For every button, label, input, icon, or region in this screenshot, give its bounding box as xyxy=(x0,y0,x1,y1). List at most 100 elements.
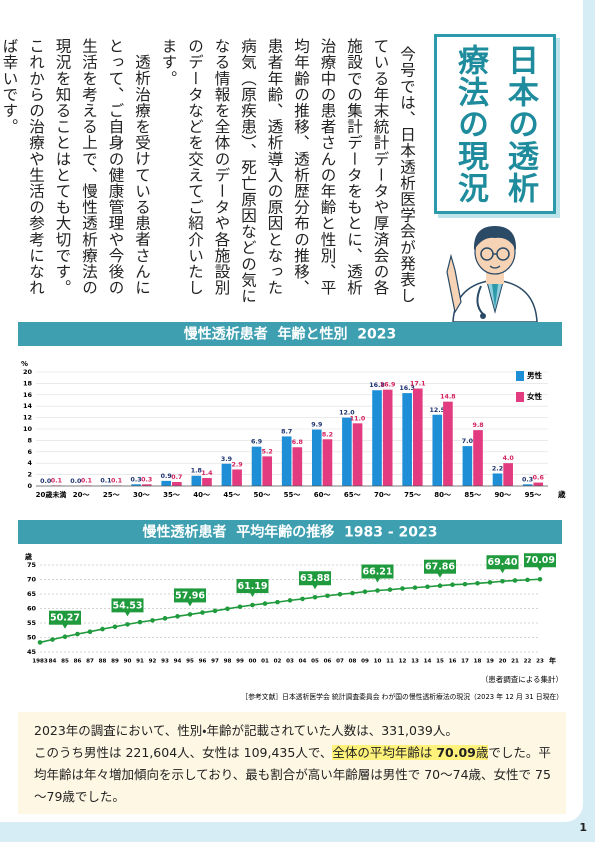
x-tick-label: 93 xyxy=(161,659,169,665)
value-label: 4.0 xyxy=(503,455,515,462)
point xyxy=(437,583,443,589)
point xyxy=(175,614,180,619)
point xyxy=(150,618,155,623)
x-tick-label: 12 xyxy=(399,659,407,665)
point xyxy=(162,616,168,621)
x-tick-label: 10 xyxy=(374,659,382,665)
point xyxy=(425,584,430,590)
value-label: 70.09 xyxy=(525,555,555,566)
value-label: 3.9 xyxy=(221,456,232,463)
value-label: 0.0 xyxy=(70,478,82,485)
y-tick-label: 10 xyxy=(23,425,33,433)
x-tick-label: 03 xyxy=(286,659,294,665)
x-tick-label: 09 xyxy=(361,659,369,665)
x-tick-label: 88 xyxy=(99,659,107,665)
bar xyxy=(462,446,473,486)
value-label: 8.2 xyxy=(322,431,333,438)
point xyxy=(237,604,243,610)
y-unit: 歳 xyxy=(25,552,32,561)
x-tick-label: 92 xyxy=(149,659,157,665)
x-tick-label: 18 xyxy=(474,659,482,665)
y-tick-label: 16 xyxy=(23,391,33,399)
point xyxy=(337,591,343,597)
legend-swatch xyxy=(516,371,524,381)
x-tick-label: 95～ xyxy=(525,491,542,499)
x-tick-label: 98 xyxy=(224,659,232,665)
label-pointer xyxy=(374,577,381,583)
value-label: 11.0 xyxy=(350,415,366,422)
page-number: 1 xyxy=(579,821,587,834)
bar xyxy=(232,469,242,486)
x-tick-label: 87 xyxy=(86,659,94,665)
section-title: 慢性透析患者 平均年齢の推移 1983 - 2023 xyxy=(142,524,438,541)
note: （患者調査による集計） xyxy=(481,674,563,684)
label-pointer xyxy=(187,601,193,607)
bar xyxy=(382,389,393,486)
x-tick-label: 60～ xyxy=(314,491,331,499)
point xyxy=(512,578,518,583)
label-pointer xyxy=(62,623,68,629)
value-label: 67.86 xyxy=(425,562,455,573)
bar xyxy=(141,484,152,486)
x-tick-label: 90～ xyxy=(494,491,511,499)
bar xyxy=(311,429,322,486)
intro-paragraph: 今号では、日本透析医学会が発表している年末統計データや厚済会の各施設での集計デー… xyxy=(159,38,417,304)
label-box xyxy=(299,571,331,586)
x-tick-label: 23 xyxy=(536,659,544,665)
point xyxy=(212,608,218,614)
value-label: 61.19 xyxy=(237,581,267,592)
doctor-illustration xyxy=(446,226,538,323)
x-tick-label: 94 xyxy=(174,659,182,665)
value-label: 69.40 xyxy=(487,557,517,568)
y-tick-label: 12 xyxy=(23,414,32,422)
value-label: 0.3 xyxy=(522,476,533,483)
bar xyxy=(292,447,303,486)
value-label: 1.4 xyxy=(201,470,213,477)
y-tick-label: 20 xyxy=(23,368,33,376)
point xyxy=(37,640,43,645)
bar xyxy=(342,417,352,486)
label-box xyxy=(174,588,206,603)
intro-paragraph: 透析治療を受けている患者さんにとって、ご自身の健康管理や今後の生活を考える上で、… xyxy=(0,38,152,296)
summary: 2023年の調査において、性別・年齢が記載されていた人数は、331,039人。 … xyxy=(18,712,566,814)
value-label: 0.0 xyxy=(40,478,52,485)
bar xyxy=(352,423,363,486)
point xyxy=(62,634,68,640)
value-label: 63.88 xyxy=(300,573,330,584)
y-tick-label: 75 xyxy=(27,561,37,569)
x-tick-label: 40～ xyxy=(193,491,210,499)
title: 日本の透析療法の現況 xyxy=(452,44,538,204)
x-tick-label: 06 xyxy=(324,659,332,665)
y-unit: % xyxy=(21,360,28,368)
value-label: 0.6 xyxy=(533,475,545,482)
value-label: 16.9 xyxy=(380,382,396,389)
x-tick-label: 20歳未満 xyxy=(36,490,67,499)
label-box xyxy=(486,555,519,570)
value-label: 14.8 xyxy=(440,394,456,401)
x-tick-label: 65～ xyxy=(344,491,361,499)
label-box xyxy=(49,610,81,625)
value-label: 17.1 xyxy=(410,381,426,388)
value-label: 0.3 xyxy=(141,476,152,483)
bar xyxy=(161,480,172,486)
point xyxy=(450,582,455,588)
x-tick-label: 22 xyxy=(524,659,532,665)
bar xyxy=(402,393,412,486)
bar xyxy=(251,446,262,486)
highlight-unit: 歳 xyxy=(475,745,489,760)
label-pointer xyxy=(537,566,543,572)
value-label: 16.8 xyxy=(369,382,385,389)
x-unit: 歳 xyxy=(558,489,566,499)
bar xyxy=(131,484,141,486)
legend-label: 男性 xyxy=(527,370,542,380)
value-label: 9.8 xyxy=(472,422,483,429)
y-tick-label: 14 xyxy=(23,402,33,410)
bar xyxy=(221,463,232,486)
point xyxy=(475,580,480,586)
value-label: 0.3 xyxy=(131,476,142,483)
x-tick-label: 04 xyxy=(299,659,307,665)
value-label: 50.27 xyxy=(50,613,80,624)
value-label: 1.8 xyxy=(191,468,202,475)
bar xyxy=(172,482,182,486)
